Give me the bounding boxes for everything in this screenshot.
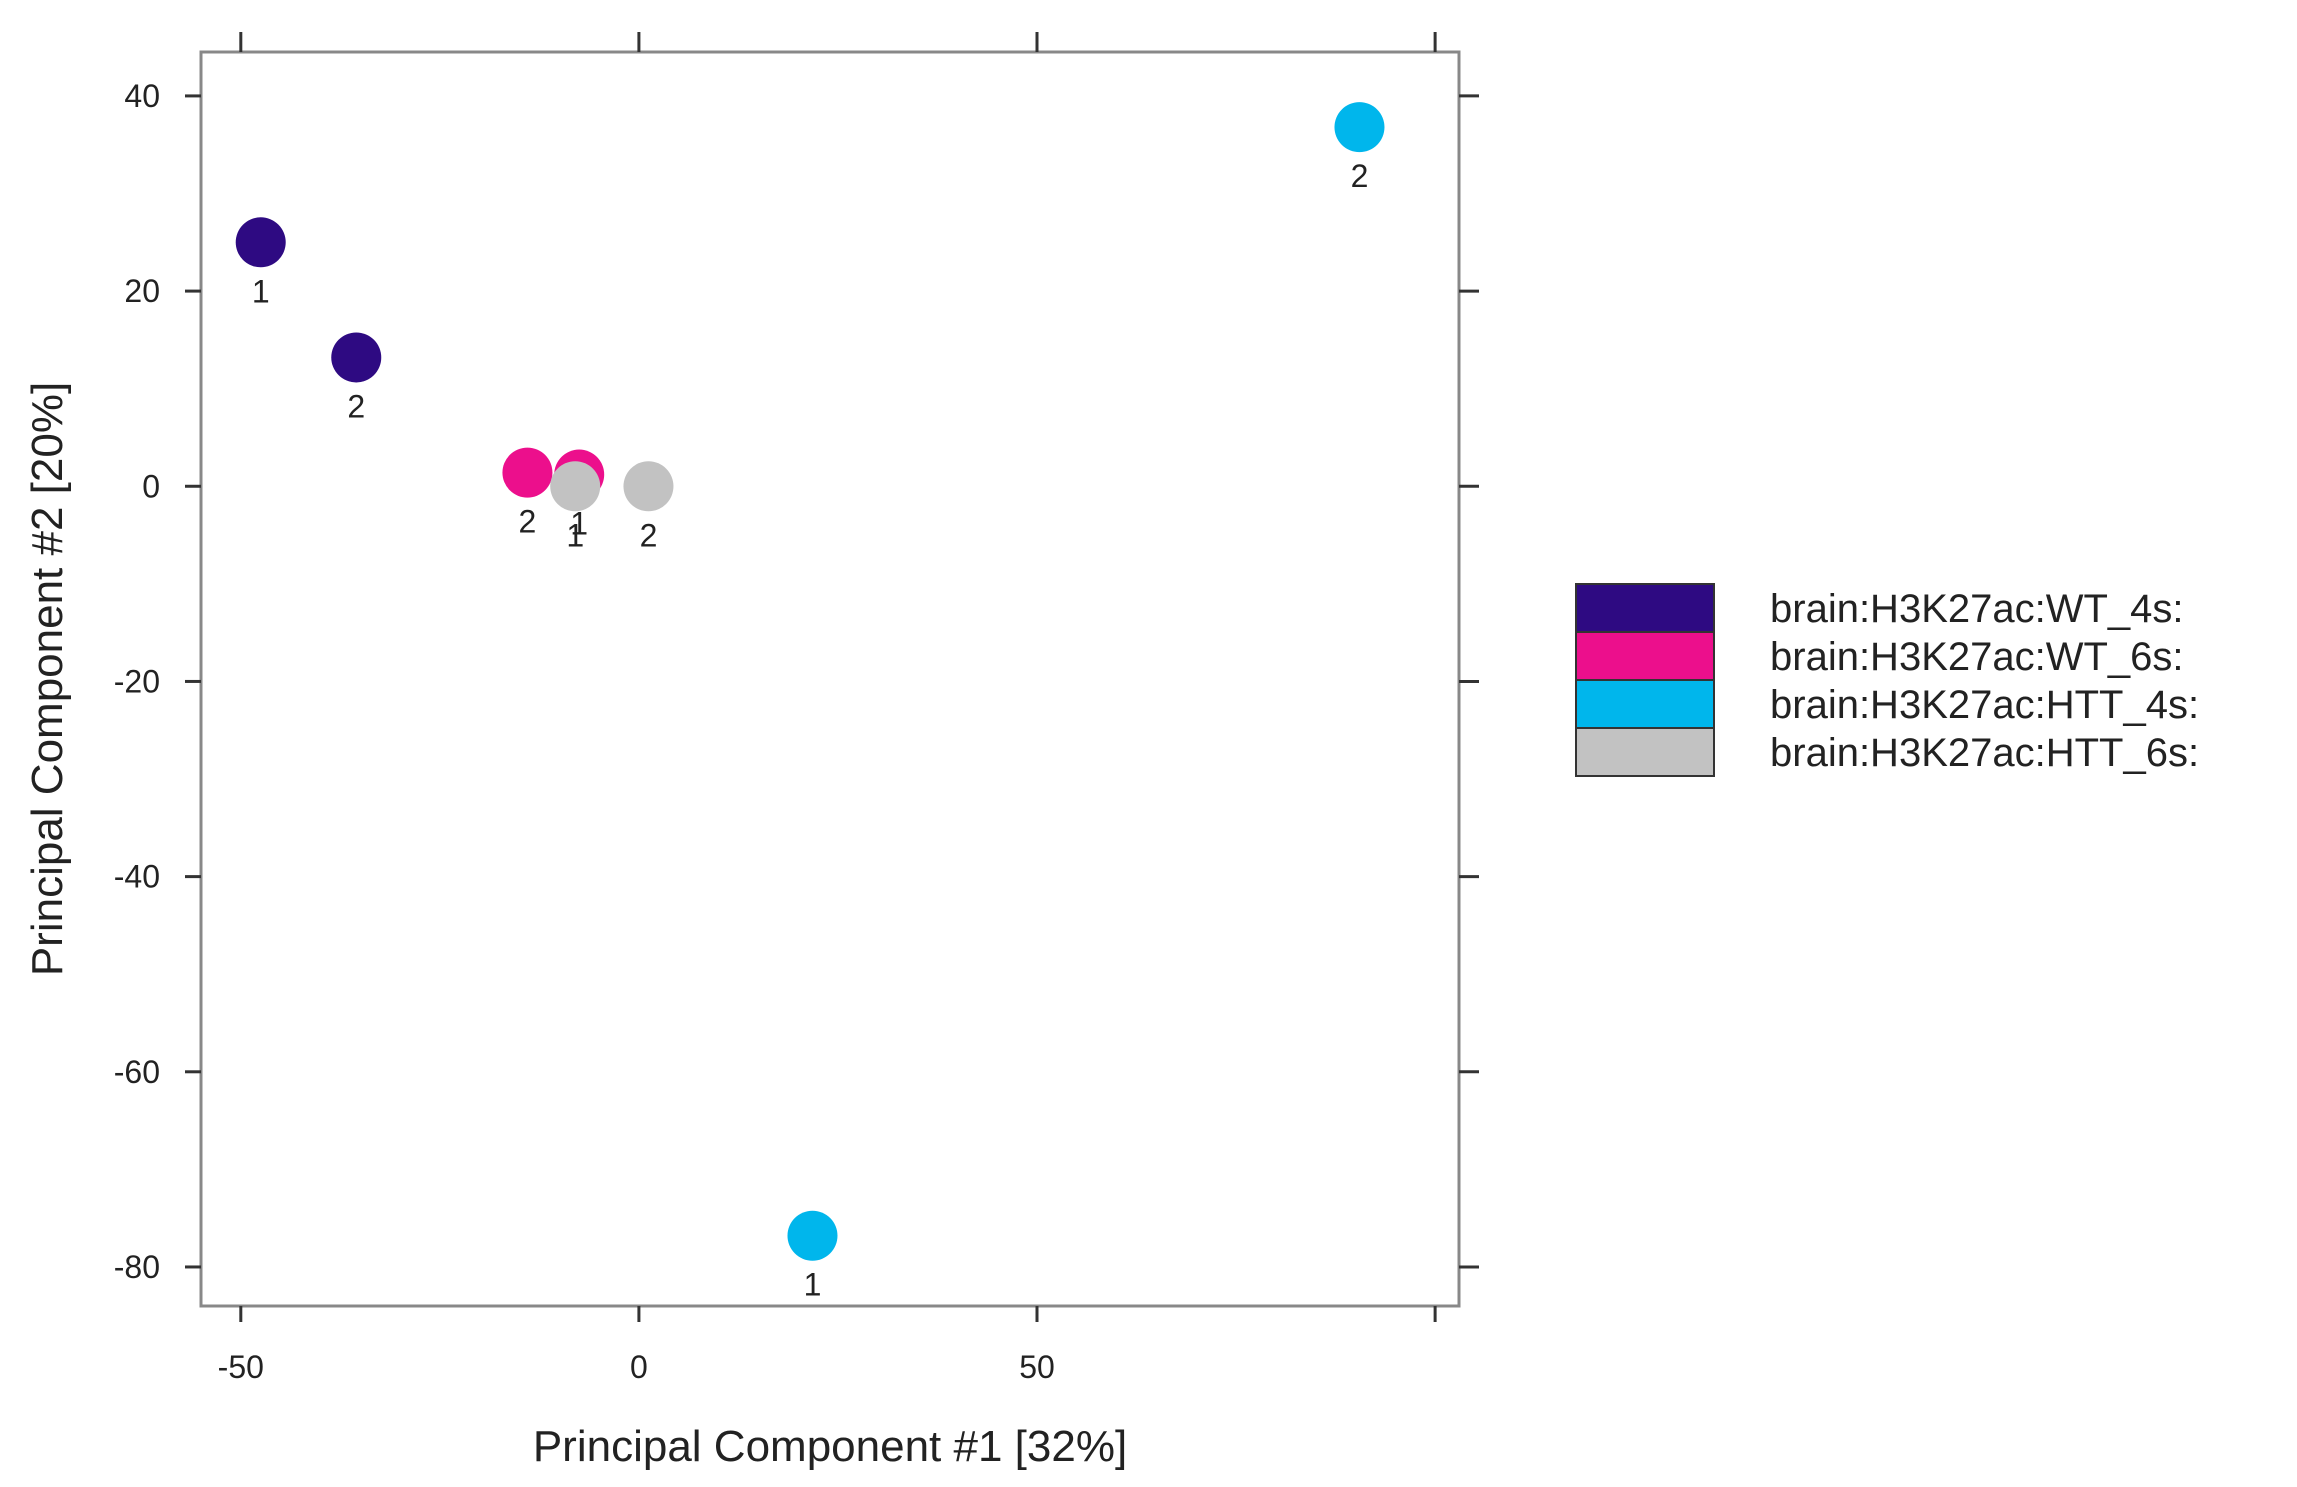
x-tick-label: 0 [630, 1349, 648, 1385]
data-point [235, 217, 286, 268]
legend-swatch [1575, 727, 1715, 777]
y-tick-label: -40 [114, 859, 160, 895]
data-points [235, 102, 1385, 1261]
legend: brain:H3K27ac:WT_4s:brain:H3K27ac:WT_6s:… [1575, 583, 2199, 777]
legend-swatch [1575, 679, 1715, 729]
data-point [502, 447, 553, 498]
data-point [331, 332, 382, 383]
legend-label: brain:H3K27ac:HTT_6s: [1770, 731, 2199, 775]
y-axis: 40 20 0 -20 -40 -60 -80 [114, 78, 1479, 1285]
point-label: 2 [640, 517, 658, 553]
data-point [550, 461, 601, 512]
legend-swatch [1575, 631, 1715, 681]
data-point [787, 1210, 838, 1261]
point-label: 1 [804, 1267, 822, 1303]
y-tick-label: -60 [114, 1054, 160, 1090]
y-tick-label: 0 [142, 468, 160, 504]
legend-label: brain:H3K27ac:WT_4s: [1770, 587, 2184, 631]
y-tick-label: 20 [124, 273, 160, 309]
point-label: 1 [570, 506, 588, 542]
y-tick-label: 40 [124, 78, 160, 114]
point-label: 2 [347, 388, 365, 424]
legend-label: brain:H3K27ac:WT_6s: [1770, 635, 2184, 679]
data-point [623, 461, 674, 512]
plot-frame [199, 50, 1461, 1308]
point-label: 1 [566, 517, 584, 553]
x-axis: -50 0 50 [218, 32, 1437, 1385]
y-tick-label: -80 [114, 1249, 160, 1285]
x-tick-label: -50 [218, 1349, 264, 1385]
x-tick-label: 50 [1019, 1349, 1055, 1385]
legend-label: brain:H3K27ac:HTT_4s: [1770, 683, 2199, 727]
x-axis-label: Principal Component #1 [32%] [533, 1422, 1127, 1471]
legend-swatch [1575, 583, 1715, 633]
point-label: 2 [519, 504, 537, 540]
point-label: 2 [1351, 158, 1369, 194]
y-axis-label: Principal Component #2 [20%] [23, 382, 72, 976]
point-label: 1 [252, 273, 270, 309]
data-point [1334, 102, 1385, 153]
y-tick-label: -20 [114, 663, 160, 699]
